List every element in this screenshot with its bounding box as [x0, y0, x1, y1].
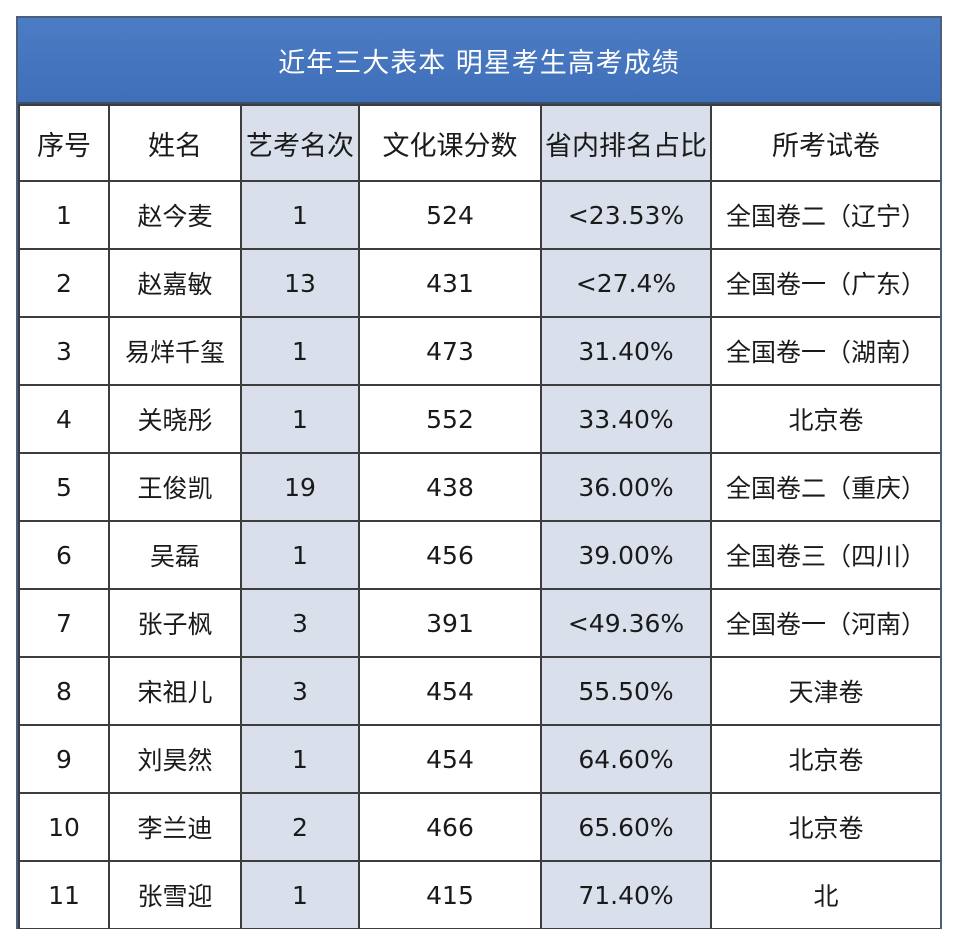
cell-culture-score: 438	[358, 452, 542, 522]
cell-index: 5	[18, 452, 110, 522]
table-row: 3 易烊千玺 1 473 31.40% 全国卷一（湖南）	[18, 316, 940, 386]
cell-culture-score: 454	[358, 724, 542, 794]
cell-index: 4	[18, 384, 110, 454]
cell-name: 吴磊	[108, 520, 242, 590]
cell-exam-paper: 北京卷	[710, 792, 940, 862]
table-row: 11 张雪迎 1 415 71.40% 北	[18, 860, 940, 929]
cell-name: 张子枫	[108, 588, 242, 658]
table-row: 9 刘昊然 1 454 64.60% 北京卷	[18, 724, 940, 794]
cell-province-rank-ratio: 39.00%	[540, 520, 712, 590]
cell-index: 8	[18, 656, 110, 726]
header-art-rank: 艺考名次	[240, 104, 360, 182]
score-table-frame: 近年三大表本 明星考生高考成绩 序号 姓名 艺考名次 文化课分数 省内排名占比 …	[16, 16, 942, 929]
cell-culture-score: 473	[358, 316, 542, 386]
cell-index: 9	[18, 724, 110, 794]
cell-exam-paper: 全国卷一（广东）	[710, 248, 940, 318]
cell-province-rank-ratio: 33.40%	[540, 384, 712, 454]
header-province-rank-ratio: 省内排名占比	[540, 104, 712, 182]
cell-name: 李兰迪	[108, 792, 242, 862]
cell-art-rank: 1	[240, 316, 360, 386]
cell-culture-score: 415	[358, 860, 542, 929]
table-row: 8 宋祖儿 3 454 55.50% 天津卷	[18, 656, 940, 726]
cell-name: 赵今麦	[108, 180, 242, 250]
cell-exam-paper: 北京卷	[710, 724, 940, 794]
cell-art-rank: 3	[240, 656, 360, 726]
cell-art-rank: 1	[240, 520, 360, 590]
cell-exam-paper: 全国卷一（河南）	[710, 588, 940, 658]
cell-art-rank: 3	[240, 588, 360, 658]
cell-art-rank: 19	[240, 452, 360, 522]
header-name: 姓名	[108, 104, 242, 182]
cell-exam-paper: 全国卷一（湖南）	[710, 316, 940, 386]
cell-index: 2	[18, 248, 110, 318]
cell-name: 赵嘉敏	[108, 248, 242, 318]
cell-culture-score: 552	[358, 384, 542, 454]
cell-culture-score: 524	[358, 180, 542, 250]
table-row: 4 关晓彤 1 552 33.40% 北京卷	[18, 384, 940, 454]
cell-exam-paper: 北	[710, 860, 940, 929]
header-row: 序号 姓名 艺考名次 文化课分数 省内排名占比 所考试卷	[18, 104, 940, 182]
table-row: 7 张子枫 3 391 <49.36% 全国卷一（河南）	[18, 588, 940, 658]
cell-art-rank: 1	[240, 180, 360, 250]
cell-name: 王俊凯	[108, 452, 242, 522]
cell-province-rank-ratio: 55.50%	[540, 656, 712, 726]
cell-province-rank-ratio: <27.4%	[540, 248, 712, 318]
cell-index: 3	[18, 316, 110, 386]
table-body: 1 赵今麦 1 524 <23.53% 全国卷二（辽宁） 2 赵嘉敏 13 431 <27.4% 全国…	[18, 180, 940, 929]
table-title: 近年三大表本 明星考生高考成绩	[18, 18, 940, 104]
cell-art-rank: 1	[240, 860, 360, 929]
cell-province-rank-ratio: 65.60%	[540, 792, 712, 862]
cell-exam-paper: 天津卷	[710, 656, 940, 726]
cell-name: 刘昊然	[108, 724, 242, 794]
cell-art-rank: 1	[240, 384, 360, 454]
cell-province-rank-ratio: <23.53%	[540, 180, 712, 250]
cell-name: 张雪迎	[108, 860, 242, 929]
cell-exam-paper: 全国卷二（辽宁）	[710, 180, 940, 250]
cell-art-rank: 2	[240, 792, 360, 862]
cell-name: 宋祖儿	[108, 656, 242, 726]
table-row: 6 吴磊 1 456 39.00% 全国卷三（四川）	[18, 520, 940, 590]
score-table: 序号 姓名 艺考名次 文化课分数 省内排名占比 所考试卷 1 赵今麦 1 524 <23…	[18, 104, 940, 929]
header-culture-score: 文化课分数	[358, 104, 542, 182]
cell-index: 11	[18, 860, 110, 929]
table-row: 10 李兰迪 2 466 65.60% 北京卷	[18, 792, 940, 862]
table-row: 2 赵嘉敏 13 431 <27.4% 全国卷一（广东）	[18, 248, 940, 318]
cell-index: 6	[18, 520, 110, 590]
cell-exam-paper: 北京卷	[710, 384, 940, 454]
cell-name: 易烊千玺	[108, 316, 242, 386]
table-row: 1 赵今麦 1 524 <23.53% 全国卷二（辽宁）	[18, 180, 940, 250]
cell-art-rank: 13	[240, 248, 360, 318]
header-exam-paper: 所考试卷	[710, 104, 940, 182]
cell-index: 10	[18, 792, 110, 862]
cell-art-rank: 1	[240, 724, 360, 794]
cell-culture-score: 431	[358, 248, 542, 318]
cell-culture-score: 466	[358, 792, 542, 862]
cell-province-rank-ratio: <49.36%	[540, 588, 712, 658]
cell-index: 1	[18, 180, 110, 250]
cell-culture-score: 456	[358, 520, 542, 590]
cell-province-rank-ratio: 31.40%	[540, 316, 712, 386]
cell-index: 7	[18, 588, 110, 658]
cell-province-rank-ratio: 36.00%	[540, 452, 712, 522]
table-row: 5 王俊凯 19 438 36.00% 全国卷二（重庆）	[18, 452, 940, 522]
cell-name: 关晓彤	[108, 384, 242, 454]
cell-exam-paper: 全国卷二（重庆）	[710, 452, 940, 522]
cell-province-rank-ratio: 64.60%	[540, 724, 712, 794]
header-index: 序号	[18, 104, 110, 182]
cell-culture-score: 454	[358, 656, 542, 726]
cell-culture-score: 391	[358, 588, 542, 658]
cell-province-rank-ratio: 71.40%	[540, 860, 712, 929]
cell-exam-paper: 全国卷三（四川）	[710, 520, 940, 590]
